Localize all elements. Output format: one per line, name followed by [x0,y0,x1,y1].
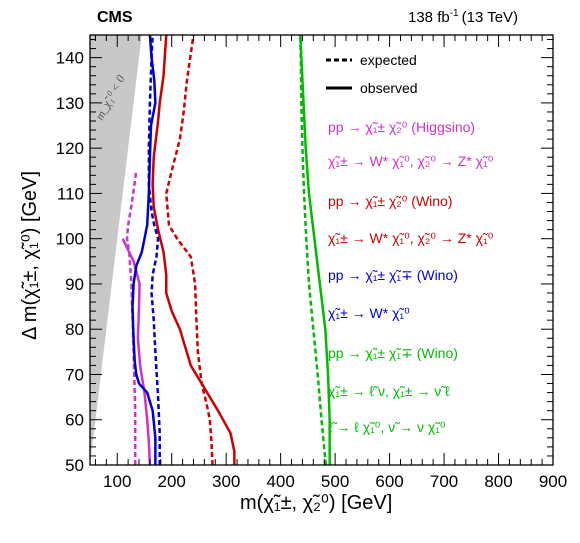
legend-wino-c1n2-decay: χ̃₁± → W* χ̃₁⁰, χ̃₂⁰ → Z* χ̃₁⁰ [328,230,494,246]
y-tick-label: 90 [65,275,84,294]
x-tick-label: 500 [321,472,349,491]
lumi-value: 138 fb [408,9,450,26]
y-tick-label: 140 [56,49,84,68]
legend-higgsino-decay: χ̃₁± → W* χ̃₁⁰, χ̃₂⁰ → Z* χ̃₁⁰ [328,153,494,169]
series-line-3 [151,35,236,465]
series-line-5 [131,35,157,465]
legend-wino-c1n2-process: pp → χ̃₁± χ̃₂⁰ (Wino) [328,193,453,209]
y-tick-label: 80 [65,320,84,339]
legend-slepton-subdecay: ℓ̃ → ℓ χ̃₁⁰, ν̃ → ν χ̃₁⁰ [328,419,446,435]
lumi-exponent: -1 [450,8,459,19]
y-tick-label: 70 [65,365,84,384]
series-line-4 [147,35,161,465]
legend-higgsino-process: pp → χ̃₁± χ̃₂⁰ (Higgsino) [328,119,475,135]
legend: expected observed pp → χ̃₁± χ̃₂⁰ (Higgsi… [326,52,494,435]
luminosity-label: 138 fb-1 (13 TeV) [408,8,518,26]
x-tick-label: 900 [539,472,567,491]
x-axis-title: m(χ̃₁±, χ̃₂⁰) [GeV] [240,492,392,514]
series-line-7 [299,35,331,465]
legend-wino-c1c1-process: pp → χ̃₁± χ̃₁∓ (Wino) [328,267,458,283]
series-line-6 [299,35,328,465]
energy-value: (13 TeV) [462,9,518,26]
x-tick-label: 400 [266,472,294,491]
series-line-2 [165,35,214,465]
axis-ticks: 100 200 300 400 500 600 700 800 900 50 60 70 80 90 100… [56,35,567,491]
y-tick-label: 130 [56,94,84,113]
legend-observed-label: observed [360,80,418,96]
series-group [121,35,331,465]
y-tick-label: 50 [65,456,84,475]
excluded-region [90,35,142,465]
x-tick-label: 200 [158,472,186,491]
x-tick-label: 700 [430,472,458,491]
legend-slepton-decay: χ̃₁± → ℓ̃ ν, χ̃₁± → ν̃ ℓ [328,383,450,399]
x-tick-label: 300 [212,472,240,491]
y-axis-title: Δ m(χ̃₁±, χ̃₁⁰) [GeV] [19,171,41,340]
legend-slepton-process: pp → χ̃₁± χ̃₁∓ (Wino) [328,345,458,361]
plot-frame [89,34,554,466]
experiment-label: CMS [97,9,133,26]
y-tick-label: 60 [65,411,84,430]
y-tick-label: 110 [57,184,84,203]
series-line-1 [121,238,152,465]
legend-expected-label: expected [360,52,417,68]
x-tick-label: 800 [484,472,512,491]
legend-wino-c1c1-decay: χ̃₁± → W* χ̃₁⁰ [328,305,410,321]
x-tick-label: 600 [375,472,403,491]
y-tick-label: 120 [56,139,84,158]
x-tick-label: 100 [103,472,131,491]
y-tick-label: 100 [56,230,84,249]
